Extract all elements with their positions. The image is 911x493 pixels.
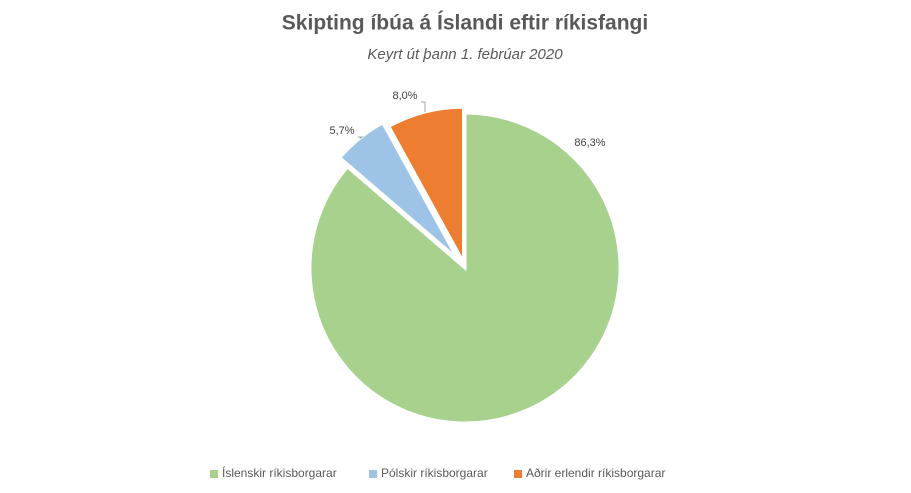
chart-subtitle: Keyrt út þann 1. febrúar 2020 bbox=[367, 46, 563, 63]
data-label: 8,0% bbox=[392, 90, 417, 102]
chart-title: Skipting íbúa á Íslandi eftir ríkisfangi bbox=[282, 12, 648, 35]
legend-swatch bbox=[514, 470, 522, 478]
legend-swatch bbox=[210, 470, 218, 478]
legend-label: Aðrir erlendir ríkisborgarar bbox=[526, 466, 665, 480]
data-label: 86,3% bbox=[574, 137, 605, 149]
legend-label: Íslenskir ríkisborgarar bbox=[222, 465, 337, 480]
data-label: 5,7% bbox=[329, 125, 354, 137]
pie-slice bbox=[337, 120, 459, 260]
legend-label: Pólskir ríkisborgarar bbox=[381, 466, 488, 480]
legend-swatch bbox=[369, 470, 377, 478]
pie-slice bbox=[308, 111, 622, 425]
leader-line bbox=[358, 136, 364, 139]
leader-line bbox=[421, 101, 426, 113]
